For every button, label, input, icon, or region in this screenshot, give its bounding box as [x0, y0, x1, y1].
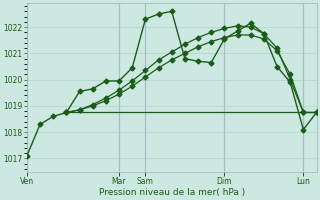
X-axis label: Pression niveau de la mer( hPa ): Pression niveau de la mer( hPa )	[99, 188, 245, 197]
